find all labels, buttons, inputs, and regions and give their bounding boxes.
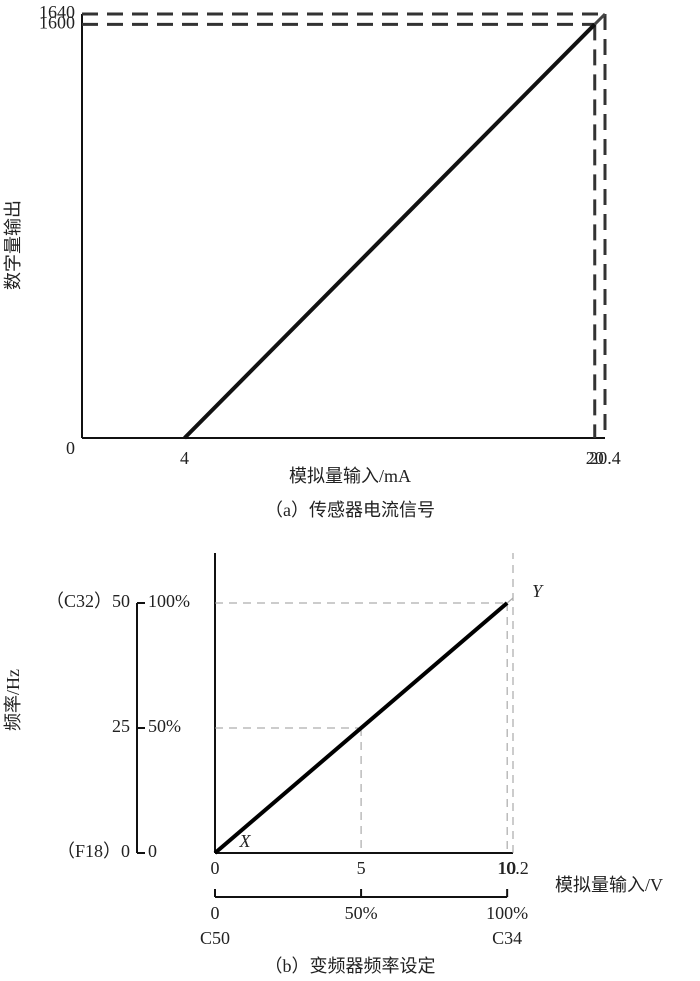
data-line: [593, 12, 607, 26]
x2-annotation: C34: [492, 928, 522, 948]
y-tick-label: （C32）50: [46, 591, 130, 611]
y2-tick-label: 100%: [148, 591, 190, 611]
y-axis-label: 数字量输出: [3, 200, 23, 290]
y-tick-label: 0: [66, 438, 75, 458]
x-tick-label: 0: [211, 858, 220, 878]
data-line: [213, 601, 509, 855]
caption: （a）传感器电流信号: [265, 500, 435, 520]
x2-annotation: C50: [200, 928, 230, 948]
y-tick-label: （F18）0: [57, 841, 130, 861]
y-tick-label: 1600: [39, 12, 75, 32]
x-tick-label: 20.4: [589, 448, 621, 468]
x2-tick-label: 0: [211, 903, 220, 923]
x-axis-label: 模拟量输入/mA: [289, 466, 411, 486]
point-label: Y: [532, 581, 544, 601]
data-line: [183, 22, 597, 440]
y-axis-label: 频率/Hz: [3, 669, 23, 731]
x-axis-label: 模拟量输入/V: [555, 875, 663, 895]
y-tick-label: 25: [112, 716, 130, 736]
x-tick-label: 10.2: [497, 858, 529, 878]
caption: （b）变频器频率设定: [265, 956, 436, 976]
x-tick-label: 10: [498, 858, 516, 878]
x-tick-label: 4: [180, 448, 189, 468]
point-label: X: [239, 831, 252, 851]
data-line: [506, 597, 514, 604]
x2-tick-label: 100%: [486, 903, 528, 923]
y2-tick-label: 0: [148, 841, 157, 861]
x2-tick-label: 50%: [345, 903, 378, 923]
x-tick-label: 20: [586, 448, 604, 468]
y2-tick-label: 50%: [148, 716, 181, 736]
x-tick-label: 5: [357, 858, 366, 878]
y-tick-label: 1640: [39, 2, 75, 22]
